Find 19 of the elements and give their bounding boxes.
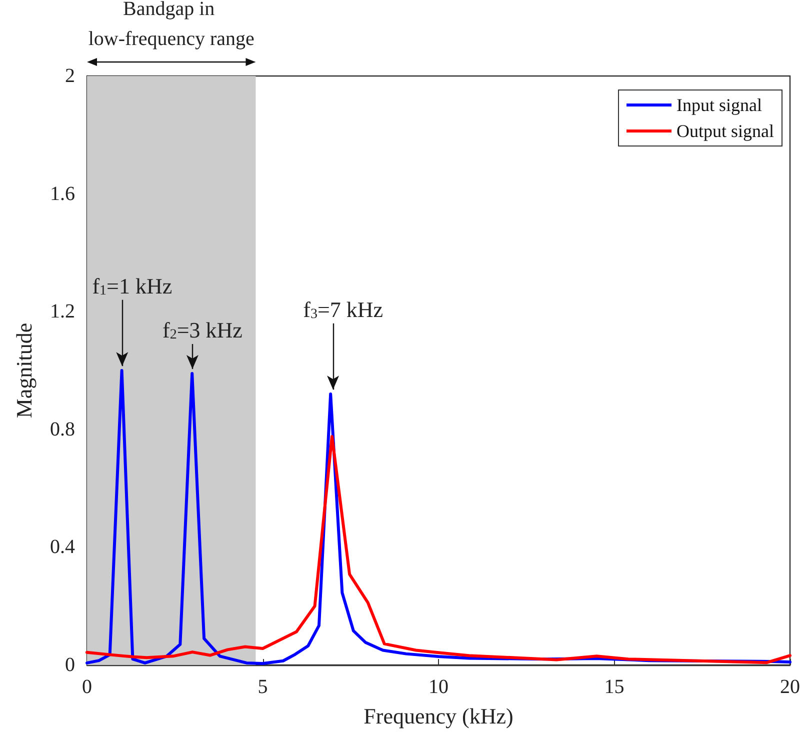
y-tick-label: 0.4 [50,536,75,558]
y-tick-label: 1.2 [50,300,75,323]
y-tick-label: 0 [65,654,75,676]
y-tick-label: 2 [65,65,75,87]
annotation: f2=3 kHz [162,317,243,342]
legend-label: Output signal [676,121,774,141]
band-label: Bandgap in low-frequency range [88,0,254,50]
x-axis-title: Frequency (kHz) [364,704,514,728]
annotation: f3=7 kHz [303,296,384,322]
x-tick-label: 10 [428,676,448,698]
y-axis-title: Magnitude [12,322,36,418]
x-tick-label: 0 [82,676,92,698]
y-tick-label: 0.8 [50,418,75,440]
x-tick-label: 15 [604,676,624,698]
x-tick-label: 20 [780,676,800,698]
annotation: f1=1 kHz [92,273,172,298]
legend-label: Input signal [676,95,762,115]
y-tick-label: 1.6 [50,182,75,205]
x-tick-label: 5 [258,676,268,698]
